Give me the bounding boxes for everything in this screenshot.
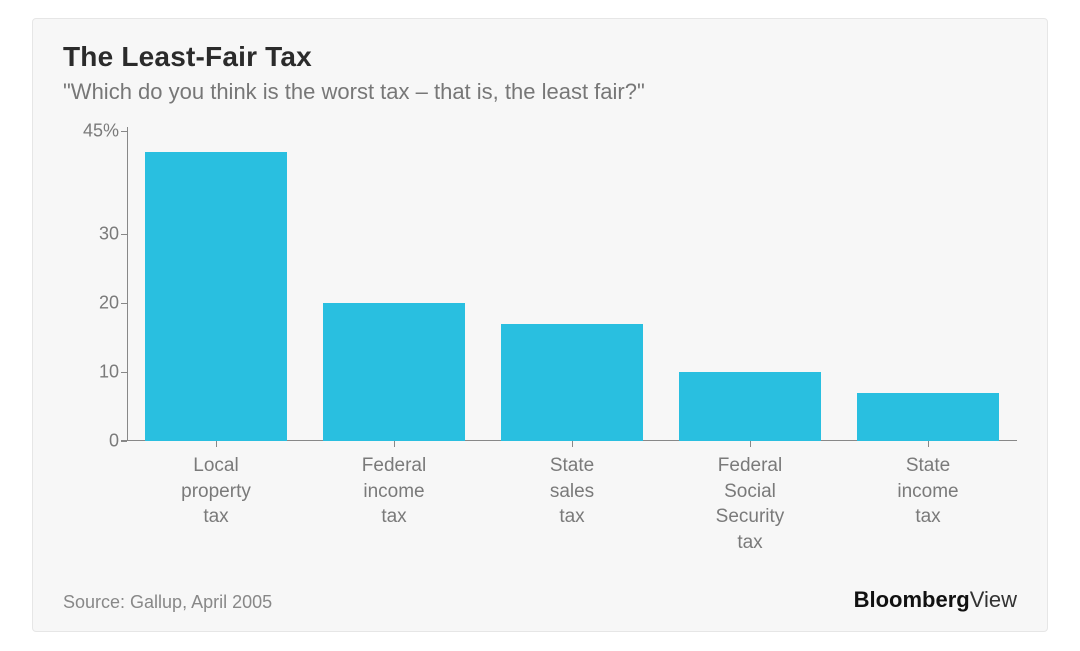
bar xyxy=(857,393,999,441)
plot-area: 010203045% xyxy=(127,131,1017,441)
brand-light: View xyxy=(970,587,1017,612)
y-tick-mark xyxy=(121,372,127,373)
x-axis-label: State income tax xyxy=(839,453,1017,530)
chart-title: The Least-Fair Tax xyxy=(63,41,1017,73)
x-tick-mark xyxy=(572,441,573,447)
chart-subtitle: "Which do you think is the worst tax – t… xyxy=(63,79,1017,105)
brand-bold: Bloomberg xyxy=(854,587,970,612)
x-axis-label: State sales tax xyxy=(483,453,661,530)
y-tick-label: 10 xyxy=(63,362,119,383)
chart-card: The Least-Fair Tax "Which do you think i… xyxy=(32,18,1048,632)
y-tick-label: 20 xyxy=(63,293,119,314)
x-tick-mark xyxy=(216,441,217,447)
y-tick-label: 0 xyxy=(63,431,119,452)
y-tick-label: 30 xyxy=(63,224,119,245)
bars-container xyxy=(127,131,1017,441)
chart-footer: Source: Gallup, April 2005 BloombergView xyxy=(63,587,1017,613)
bar xyxy=(323,303,465,441)
y-tick-mark xyxy=(121,234,127,235)
x-tick-mark xyxy=(928,441,929,447)
y-ticks: 010203045% xyxy=(63,131,119,441)
x-tick-mark xyxy=(394,441,395,447)
y-tick-mark xyxy=(121,441,127,442)
y-tick-mark xyxy=(121,303,127,304)
y-tick-mark xyxy=(121,131,127,132)
bar xyxy=(679,372,821,441)
x-axis-label: Federal income tax xyxy=(305,453,483,530)
source-text: Source: Gallup, April 2005 xyxy=(63,592,272,613)
x-labels: Local property taxFederal income taxStat… xyxy=(127,453,1017,549)
x-axis-label: Local property tax xyxy=(127,453,305,530)
x-tick-mark xyxy=(750,441,751,447)
x-axis-label: Federal Social Security tax xyxy=(661,453,839,556)
brand-logo: BloombergView xyxy=(854,587,1017,613)
bar xyxy=(501,324,643,441)
bar xyxy=(145,152,287,441)
y-tick-label: 45% xyxy=(63,121,119,142)
